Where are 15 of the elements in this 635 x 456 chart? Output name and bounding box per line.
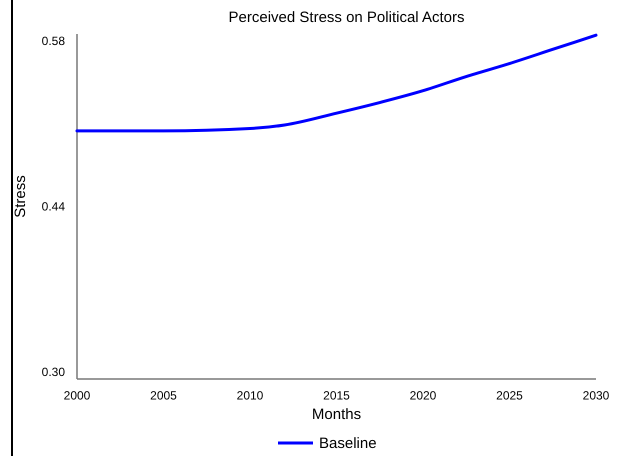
x-axis-title: Months (312, 406, 362, 423)
y-tick-label: 0.58 (42, 34, 66, 48)
y-tick-label: 0.30 (42, 364, 66, 379)
y-axis-title: Stress (12, 175, 29, 218)
y-tick-label: 0.44 (42, 199, 66, 214)
x-tick-label: 2030 (582, 388, 610, 403)
x-tick-label: 2005 (150, 388, 178, 403)
line-series (76, 34, 598, 132)
chart-title: Perceived Stress on Political Actors (228, 9, 464, 26)
x-tick-label: 2025 (496, 388, 524, 403)
x-tick-label: 2000 (64, 388, 91, 403)
legend-label: Baseline (319, 435, 377, 452)
x-tick-label: 2015 (323, 388, 350, 403)
x-tick-label: 2020 (410, 388, 437, 403)
x-tick-label: 2010 (236, 388, 264, 403)
